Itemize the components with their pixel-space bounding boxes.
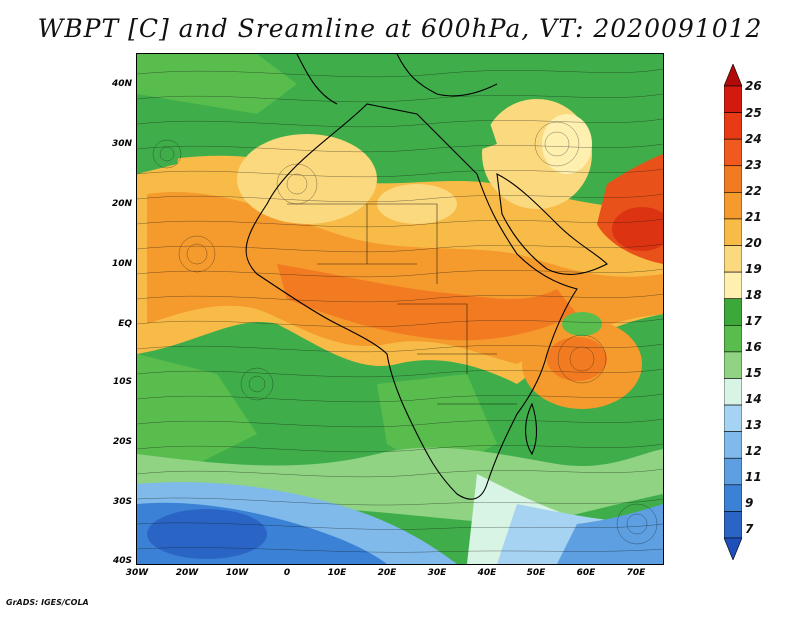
- lon-label-30e: 30E: [427, 568, 447, 578]
- colorbar-label: 12: [745, 444, 762, 458]
- colorbar-segment: [724, 64, 742, 87]
- colorbar-label: 23: [745, 158, 762, 172]
- colorbar-segment: [724, 431, 742, 459]
- lon-label-0: 0: [283, 568, 291, 578]
- colorbar-segment: [724, 271, 742, 300]
- colorbar-label: 25: [745, 106, 762, 120]
- colorbar-label: 16: [745, 340, 762, 354]
- lon-label-60e: 60E: [576, 568, 596, 578]
- lat-label-20s: 20S: [112, 437, 132, 447]
- map-panel: [136, 53, 664, 565]
- colorbar-label: 17: [745, 314, 762, 328]
- arabia-coastline: [496, 173, 608, 275]
- madagascar-coastline: [525, 402, 538, 456]
- colorbar-label: 22: [745, 184, 762, 198]
- colorbar-segment: [724, 298, 742, 326]
- lat-label-eq: EQ: [118, 319, 132, 329]
- lon-label-50e: 50E: [526, 568, 546, 578]
- lat-label-10s: 10S: [112, 377, 132, 387]
- colorbar-label: 11: [745, 470, 762, 484]
- lat-label-40s: 40S: [112, 556, 132, 566]
- colorbar-label: 21: [745, 210, 762, 224]
- colorbar-label: 26: [745, 79, 762, 93]
- light-green-region: [137, 54, 297, 114]
- colorbar-segment: [724, 351, 742, 379]
- lon-label-10w: 10W: [225, 568, 249, 578]
- colorbar-segment: [724, 245, 742, 273]
- lon-label-70e: 70E: [626, 568, 646, 578]
- colorbar-label: 20: [745, 236, 762, 250]
- colorbar-label: 9: [745, 496, 754, 510]
- africa-coastline: [245, 103, 578, 500]
- plot-title: WBPT [C] and Sreamline at 600hPa, VT: 20…: [37, 14, 763, 43]
- lon-label-40e: 40E: [477, 568, 497, 578]
- colorbar-segment: [724, 138, 742, 167]
- colorbar-segment: [724, 457, 742, 486]
- colorbar-segment: [724, 511, 742, 539]
- lat-label-10n: 10N: [111, 259, 132, 269]
- colorbar-label: 7: [745, 522, 754, 536]
- colorbar-label: 15: [745, 366, 762, 380]
- lat-label-40n: 40N: [111, 79, 132, 89]
- colorbar: [724, 64, 742, 560]
- colorbar-segment: [724, 165, 742, 193]
- lat-label-30n: 30N: [111, 139, 132, 149]
- colorbar-segment: [724, 85, 742, 113]
- lat-label-20n: 20N: [111, 199, 132, 209]
- colorbar-label: 13: [745, 418, 762, 432]
- lon-label-30w: 30W: [125, 568, 149, 578]
- lat-label-30s: 30S: [112, 497, 132, 507]
- colorbar-segment: [724, 484, 742, 512]
- lon-label-10e: 10E: [327, 568, 347, 578]
- colorbar-segment: [724, 218, 742, 246]
- europe-coastline: [296, 54, 498, 105]
- lon-label-20w: 20W: [175, 568, 199, 578]
- colorbar-segment: [724, 112, 742, 140]
- colorbar-label: 14: [745, 392, 762, 406]
- lon-label-20e: 20E: [377, 568, 397, 578]
- colorbar-segment: [724, 404, 742, 432]
- colorbar-label: 24: [745, 132, 762, 146]
- map-field: [137, 54, 663, 564]
- colorbar-segment: [724, 537, 742, 560]
- footer-credit: GrADS: IGES/COLA: [6, 598, 89, 607]
- colorbar-label: 18: [745, 288, 762, 302]
- colorbar-label: 19: [745, 262, 762, 276]
- colorbar-segment: [724, 324, 742, 353]
- colorbar-segment: [724, 378, 742, 406]
- colorbar-segment: [724, 192, 742, 220]
